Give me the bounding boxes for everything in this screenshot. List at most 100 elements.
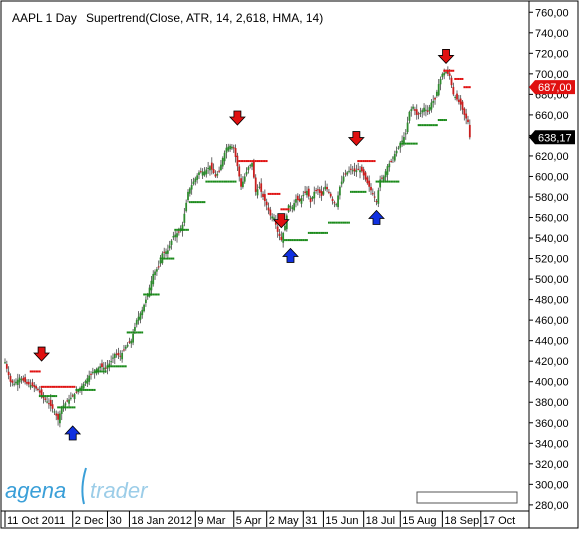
support-dot (68, 406, 70, 408)
resistance-dot (361, 160, 363, 162)
candle-body (55, 414, 57, 416)
y-tick-label: 340,00 (535, 438, 569, 450)
support-dot (129, 331, 131, 333)
scroll-box[interactable] (417, 492, 517, 503)
time-axis[interactable]: 11 Oct 2011 2 Dec 30 18 Jan 2012 9 Mar 5 Apr 2… (5, 511, 515, 527)
support-dot (211, 181, 213, 183)
support-dot (414, 143, 416, 145)
candle-body (385, 171, 387, 177)
support-dot (130, 331, 132, 333)
candle-body (326, 187, 328, 189)
support-dot (443, 119, 445, 121)
candle-body (64, 403, 66, 405)
candle-body (354, 168, 356, 171)
x-tick-label: 9 Mar (197, 515, 225, 527)
support-dot (105, 370, 107, 372)
candle-body (59, 414, 61, 424)
support-dot (209, 181, 211, 183)
resistance-dot (363, 160, 365, 162)
support-dot (57, 406, 59, 408)
candle-body (249, 165, 251, 166)
support-dot (429, 124, 431, 126)
candle-body (169, 246, 171, 249)
candle-body (352, 170, 354, 171)
support-dot (334, 222, 336, 224)
y-tick-label: 660,00 (535, 110, 569, 122)
candle-body (13, 384, 15, 385)
resistance-dot (39, 370, 41, 372)
support-dot (293, 239, 295, 241)
candle-body (44, 398, 46, 399)
candle-body (141, 310, 143, 315)
candle-body (251, 163, 253, 167)
support-dot (286, 239, 288, 241)
support-dot (341, 222, 343, 224)
support-dot (112, 365, 114, 367)
support-dot (41, 395, 43, 397)
candle-body (136, 320, 138, 324)
candle-body (101, 363, 103, 367)
candle-body (440, 79, 442, 84)
candle-body (198, 172, 200, 175)
support-dot (140, 331, 142, 333)
support-dot (306, 239, 308, 241)
candle-body (376, 201, 378, 202)
resistance-dot (374, 160, 376, 162)
resistance-dot (242, 160, 244, 162)
candle-body (308, 189, 310, 197)
resistance-dot (359, 160, 361, 162)
candle-body (32, 382, 34, 385)
support-dot (119, 365, 121, 367)
support-dot (202, 201, 204, 203)
candle-body (383, 176, 385, 180)
candle-body (280, 237, 282, 240)
y-tick-label: 500,00 (535, 274, 569, 286)
candle-body (187, 192, 189, 200)
candle-body (50, 400, 52, 406)
candle-body (262, 194, 264, 197)
candle-body (10, 376, 12, 382)
support-dot (332, 222, 334, 224)
support-dot (136, 331, 138, 333)
candle-body (271, 216, 273, 218)
support-dot (154, 293, 156, 295)
candle-body (317, 189, 319, 190)
support-dot (152, 293, 154, 295)
support-dot (118, 365, 120, 367)
candle-body (412, 107, 414, 109)
candle-body (370, 187, 372, 190)
support-dot (427, 124, 429, 126)
candle-body (57, 414, 59, 420)
support-dot (288, 239, 290, 241)
candle-body (350, 169, 352, 170)
candle-body (224, 153, 226, 161)
candle-body (313, 192, 315, 198)
candle-body (295, 199, 297, 203)
resistance-dot (41, 386, 43, 388)
candle-body (306, 191, 308, 195)
candle-body (35, 386, 37, 388)
support-dot (99, 370, 101, 372)
support-dot (138, 331, 140, 333)
candle-body (357, 169, 359, 170)
candle-body (235, 148, 237, 157)
support-dot (191, 201, 193, 203)
support-dot (194, 201, 196, 203)
support-dot (359, 191, 361, 193)
y-tick-label: 440,00 (535, 336, 569, 348)
support-dot (387, 181, 389, 183)
candle-body (334, 202, 336, 203)
resistance-dot (447, 70, 449, 72)
candle-body (143, 305, 145, 311)
support-dot (207, 181, 209, 183)
candle-body (52, 404, 54, 409)
candle-body (165, 251, 167, 254)
candle-body (328, 192, 330, 193)
candle-body (178, 232, 180, 233)
support-dot (151, 293, 153, 295)
support-dot (434, 124, 436, 126)
candle-body (68, 400, 70, 404)
y-tick-label: 720,00 (535, 48, 569, 60)
